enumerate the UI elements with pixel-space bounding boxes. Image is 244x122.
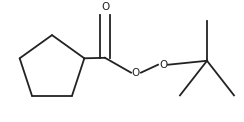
Text: O: O: [101, 2, 109, 12]
Text: O: O: [132, 68, 140, 78]
Text: O: O: [159, 60, 167, 70]
